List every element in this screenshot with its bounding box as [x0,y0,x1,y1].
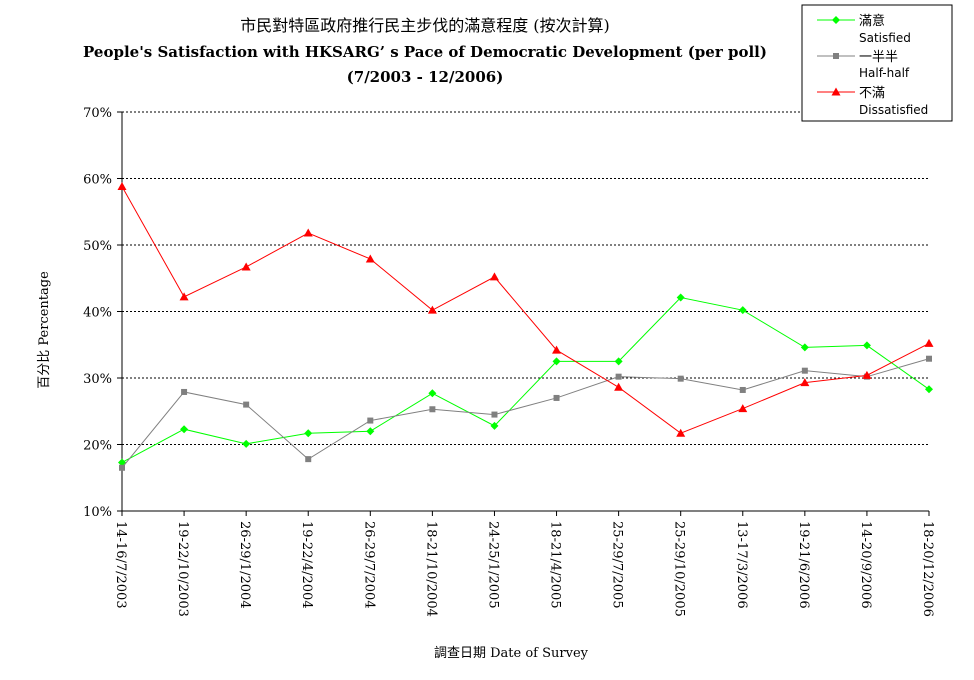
series-half-half [119,355,932,471]
data-point [552,345,562,354]
data-point [241,262,251,271]
data-point [738,306,747,315]
x-tick-label: 24-25/1/2005 [485,521,500,609]
legend-label-cn: 滿意 [859,13,885,29]
data-point [118,458,126,467]
data-point [367,417,374,424]
series-line [121,296,930,463]
series-line [121,186,930,434]
x-tick-labels: 14-16/7/2003 19-22/10/2003 26-29/1/2004 19-… [113,521,935,617]
data-point [119,464,125,471]
legend-swatch-marker [832,16,840,24]
x-tick-label: 18-21/10/2004 [423,521,438,617]
y-tick-label: 20% [83,439,112,454]
legend-label-cn: 一半半 [859,50,898,65]
x-tick-label: 13-17/3/2006 [734,521,749,609]
x-tick-label: 19-22/10/2003 [175,521,190,617]
data-point [862,370,872,379]
data-point [552,357,561,366]
data-point [181,388,188,395]
data-point [800,343,809,352]
series-dissatisfied [117,181,934,437]
data-point [614,382,624,391]
data-point [924,338,934,347]
legend-label-en: Satisfied [859,31,911,45]
data-point [303,228,313,237]
chart-title-cn: 市民對特區政府推行民主步伐的滿意程度 (按次計算) [240,16,610,35]
y-tick-label: 10% [83,505,112,520]
x-tick-label: 14-20/9/2006 [858,521,873,609]
y-tick-label: 50% [83,239,112,254]
data-point [615,373,622,380]
legend-swatch-marker [831,87,841,96]
x-tick-label: 26-29/7/2004 [361,521,376,609]
y-tick-label: 30% [83,372,112,387]
x-tick-label: 25-29/10/2005 [672,521,687,617]
x-tick-label: 19-21/6/2006 [796,521,811,609]
x-tick-label: 14-16/7/2003 [113,521,128,609]
data-point [304,429,313,438]
data-point [429,406,436,413]
data-point [926,355,932,362]
data-point [553,394,560,401]
data-point [862,341,871,350]
data-point [305,456,312,463]
data-point [180,425,189,434]
series-line [121,358,930,469]
data-point [179,292,189,301]
y-tick-label: 70% [83,106,112,121]
chart-subtitle: (7/2003 - 12/2006) [347,68,504,86]
data-point [677,375,684,382]
data-point [676,293,685,302]
data-point [738,404,748,413]
x-tick-label: 19-22/4/2004 [299,521,314,609]
legend-item: 滿意 Satisfied [817,13,911,45]
data-point [925,385,933,394]
data-point [490,421,499,430]
data-point [489,272,499,281]
data-point [800,378,810,387]
y-tick-label: 60% [83,173,112,188]
y-tick-label: 40% [83,306,112,321]
data-point [427,305,437,314]
legend-item: 不滿 Dissatisfied [817,85,928,117]
y-axis-label: 百分比 Percentage [37,271,52,389]
legend-label-en: Half-half [859,66,910,80]
x-tick-label: 18-20/12/2006 [920,521,935,617]
axes [117,111,930,516]
x-axis-label: 調查日期 Date of Survey [434,646,589,661]
x-tick-label: 25-29/7/2005 [610,521,625,609]
gridlines [122,111,929,445]
legend-box [801,4,953,122]
data-point [739,386,746,393]
chart-title-en: People's Satisfaction with HKSARG’ s Pac… [83,43,767,61]
series-lines [117,181,934,471]
data-point [614,357,623,366]
x-tick-label: 26-29/1/2004 [237,521,252,609]
data-point [428,389,437,398]
data-point [242,439,251,448]
x-tick-label: 18-21/4/2005 [548,521,563,609]
y-tick-labels: 10% 20% 30% 40% 50% 60% 70% [83,106,112,520]
legend-label-cn: 不滿 [859,85,885,101]
legend-label-en: Dissatisfied [859,103,928,117]
data-point [365,254,375,263]
data-point [117,181,127,190]
data-point [243,401,250,408]
data-point [676,428,686,437]
data-point [491,411,498,418]
data-point [801,367,808,374]
series-satisfied [118,293,933,467]
data-point [366,427,375,436]
legend-swatch-marker [833,53,839,59]
